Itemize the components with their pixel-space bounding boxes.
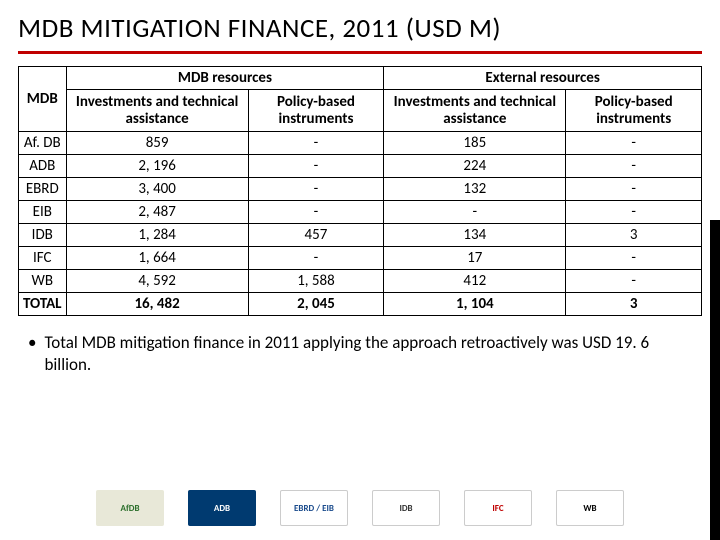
row-label: EIB <box>19 201 67 224</box>
summary-text: Total MDB mitigation finance in 2011 app… <box>44 332 696 376</box>
cell: 412 <box>384 270 566 293</box>
row-label: IFC <box>19 247 67 270</box>
cell: 457 <box>248 224 384 247</box>
cell: 134 <box>384 224 566 247</box>
row-label: WB <box>19 270 67 293</box>
table-row: Af. DB859-185- <box>19 132 702 155</box>
table-row: IFC1, 664-17- <box>19 247 702 270</box>
total-cell: 3 <box>566 293 702 316</box>
page-title: MDB MITIGATION FINANCE, 2011 (USD M) <box>18 12 702 54</box>
cell: 859 <box>66 132 248 155</box>
subheader-1: Policy-based instruments <box>248 90 384 132</box>
bank-logo: IFC <box>464 490 532 526</box>
cell: 3 <box>566 224 702 247</box>
cell: 17 <box>384 247 566 270</box>
table-row: ADB2, 196-224- <box>19 155 702 178</box>
cell: - <box>566 270 702 293</box>
total-cell: 16, 482 <box>66 293 248 316</box>
cell: - <box>566 247 702 270</box>
cell: 2, 196 <box>66 155 248 178</box>
table-row: EIB2, 487--- <box>19 201 702 224</box>
table-row: WB4, 5921, 588412- <box>19 270 702 293</box>
cell: - <box>248 247 384 270</box>
cell: 224 <box>384 155 566 178</box>
subheader-2: Investments and technical assistance <box>384 90 566 132</box>
total-row: TOTAL16, 4822, 0451, 1043 <box>19 293 702 316</box>
table-row: EBRD3, 400-132- <box>19 178 702 201</box>
logo-row: AfDB ADB EBRD / EIB IDB IFC WB <box>0 490 720 526</box>
cell: 132 <box>384 178 566 201</box>
total-cell: 1, 104 <box>384 293 566 316</box>
cell: - <box>248 201 384 224</box>
row-header-label: MDB <box>19 67 67 132</box>
cell: - <box>566 132 702 155</box>
cell: - <box>248 132 384 155</box>
bank-logo: AfDB <box>96 490 164 526</box>
group-header-0: MDB resources <box>66 67 384 90</box>
table-row: IDB1, 2844571343 <box>19 224 702 247</box>
cell: 4, 592 <box>66 270 248 293</box>
summary-bullet: • Total MDB mitigation finance in 2011 a… <box>0 316 720 376</box>
total-cell: 2, 045 <box>248 293 384 316</box>
row-label: ADB <box>19 155 67 178</box>
cell: - <box>566 201 702 224</box>
cell: 3, 400 <box>66 178 248 201</box>
bank-logo: IDB <box>372 490 440 526</box>
cell: - <box>566 178 702 201</box>
right-black-strip <box>710 220 720 540</box>
title-bar: MDB MITIGATION FINANCE, 2011 (USD M) <box>0 0 720 58</box>
bank-logo: ADB <box>188 490 256 526</box>
group-header-1: External resources <box>384 67 702 90</box>
subheader-0: Investments and technical assistance <box>66 90 248 132</box>
cell: 2, 487 <box>66 201 248 224</box>
cell: - <box>384 201 566 224</box>
row-label: Af. DB <box>19 132 67 155</box>
bank-logo: EBRD / EIB <box>280 490 348 526</box>
cell: 185 <box>384 132 566 155</box>
row-label: IDB <box>19 224 67 247</box>
data-table-container: MDB MDB resources External resources Inv… <box>0 58 720 316</box>
cell: 1, 284 <box>66 224 248 247</box>
cell: - <box>566 155 702 178</box>
bank-logo: WB <box>556 490 624 526</box>
row-label: EBRD <box>19 178 67 201</box>
cell: 1, 588 <box>248 270 384 293</box>
total-label: TOTAL <box>19 293 67 316</box>
subheader-3: Policy-based instruments <box>566 90 702 132</box>
bullet-dot: • <box>28 332 36 376</box>
cell: - <box>248 155 384 178</box>
mitigation-finance-table: MDB MDB resources External resources Inv… <box>18 66 702 316</box>
cell: - <box>248 178 384 201</box>
cell: 1, 664 <box>66 247 248 270</box>
